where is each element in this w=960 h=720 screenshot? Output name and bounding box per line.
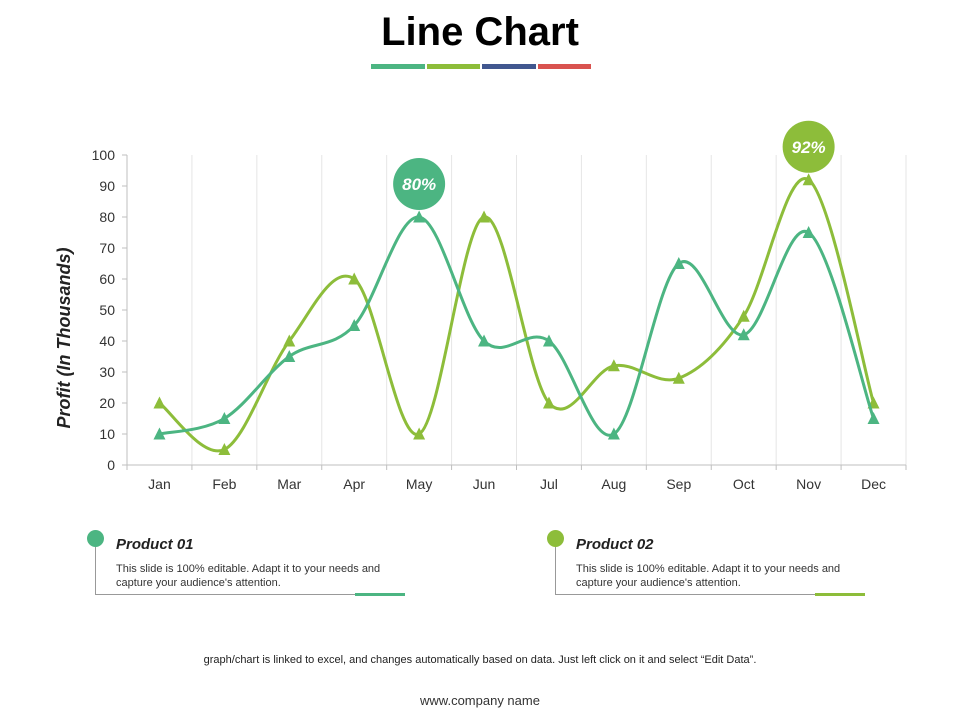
data-point-marker [153, 396, 166, 409]
y-tick-label: 80 [99, 209, 115, 225]
y-tick-label: 90 [99, 178, 115, 194]
title-underline-bar-3 [482, 64, 536, 69]
data-point-marker [413, 210, 426, 223]
data-point-marker [153, 427, 166, 440]
legend-baseline [555, 594, 823, 595]
data-point-marker [283, 350, 296, 362]
y-axis-label: Profit (In Thousands) [54, 248, 74, 429]
legend-baseline [95, 594, 363, 595]
data-point-marker [607, 359, 620, 372]
x-tick-label: Dec [861, 476, 886, 492]
data-point-marker [802, 226, 815, 238]
website-url[interactable]: www.company name [420, 693, 540, 708]
legend-accent-bar [815, 593, 865, 596]
footnote: graph/chart is linked to excel, and chan… [203, 654, 757, 666]
x-tick-label: Jan [148, 476, 171, 492]
line-chart[interactable]: 0 10 20 30 40 50 60 70 80 90 100 Jan Feb Mar Apr May Jun… [0, 0, 960, 520]
legend-title: Product 01 [116, 536, 194, 553]
x-tick-label: Mar [277, 476, 301, 492]
page-title: Line Chart [381, 10, 579, 54]
x-tick-label: Oct [733, 476, 755, 492]
legend-accent-bar [355, 593, 405, 596]
annotation-label: 80% [402, 175, 436, 194]
x-tick-label: Nov [796, 476, 821, 492]
y-tick-label: 20 [99, 395, 115, 411]
x-tick-label: Jul [540, 476, 558, 492]
data-point-marker [283, 334, 296, 347]
y-tick-label: 30 [99, 364, 115, 380]
x-tick-label: Feb [212, 476, 236, 492]
data-point-marker [478, 334, 491, 347]
annotation-label: 92% [792, 138, 826, 157]
legend-description: This slide is 100% editable. Adapt it to… [576, 563, 841, 589]
y-tick-label: 100 [92, 147, 116, 163]
legend-dot-product-01 [87, 530, 104, 547]
legend-connector [555, 547, 556, 594]
data-point-marker [672, 257, 685, 269]
data-point-marker [413, 427, 426, 440]
y-tick-label: 50 [99, 302, 115, 318]
legend-dot-product-02 [547, 530, 564, 547]
legend-description: This slide is 100% editable. Adapt it to… [116, 563, 381, 589]
y-tick-label: 10 [99, 426, 115, 442]
title-underline-bar-2 [426, 64, 480, 69]
legend-product-01: Product 01 This slide is 100% editable. … [87, 530, 417, 600]
title-underline-bar-1 [371, 64, 425, 69]
y-tick-label: 40 [99, 333, 115, 349]
legend-title: Product 02 [576, 536, 654, 553]
data-point-marker [802, 173, 815, 186]
data-point-marker [218, 443, 231, 455]
data-point-marker [542, 334, 555, 347]
annotation-bubble [393, 158, 446, 210]
chart-annotations: 80% 92% [393, 120, 835, 210]
legend-product-02: Product 02 This slide is 100% editable. … [547, 530, 877, 600]
chart-grid [126, 155, 907, 465]
data-point-marker [542, 396, 555, 409]
title-underline-bar-4 [537, 64, 591, 69]
legend-connector [95, 547, 96, 594]
x-tick-label: Jun [473, 476, 496, 492]
annotation-bubble [782, 120, 835, 173]
data-point-marker [348, 319, 361, 331]
data-point-marker [867, 412, 880, 424]
data-point-marker [737, 309, 750, 322]
data-point-marker [607, 427, 620, 440]
data-point-marker [478, 210, 491, 223]
y-tick-label: 60 [99, 271, 115, 287]
data-point-marker [348, 272, 361, 285]
data-point-marker [218, 412, 231, 424]
y-tick-label: 0 [107, 457, 115, 473]
title-underline [371, 64, 591, 69]
data-point-marker [672, 371, 685, 384]
x-tick-label: Sep [666, 476, 691, 492]
data-point-marker [737, 328, 750, 341]
chart-series [153, 173, 880, 455]
y-tick-label: 70 [99, 240, 115, 256]
chart-axes: 0 10 20 30 40 50 60 70 80 90 100 Jan Feb Mar Apr May Jun… [92, 147, 907, 492]
x-tick-label: Apr [343, 476, 365, 492]
x-tick-label: May [406, 476, 432, 492]
x-tick-label: Aug [601, 476, 626, 492]
